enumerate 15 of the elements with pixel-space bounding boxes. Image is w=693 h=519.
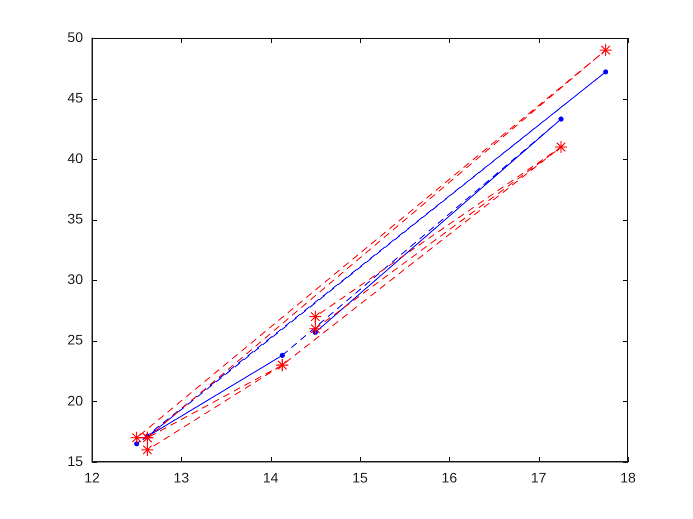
x-tick-label: 16 [442,469,458,486]
y-tick-label: 25 [67,332,84,348]
y-tick-label: 35 [67,210,84,227]
x-tick-label: 13 [174,469,190,486]
y-tick-label: 45 [67,89,84,106]
x-tick-label: 18 [620,469,636,486]
x-tick-label: 17 [530,469,547,486]
y-tick-label: 20 [67,392,84,408]
x-tick-label: 14 [262,469,279,486]
y-tick-label: 30 [67,271,84,288]
y-tick-label: 15 [67,452,84,469]
x-tick-label: 12 [84,469,100,486]
y-tick-label: 50 [67,28,84,45]
x-tick-label: 15 [352,469,368,486]
y-tick-label: 40 [67,150,84,166]
